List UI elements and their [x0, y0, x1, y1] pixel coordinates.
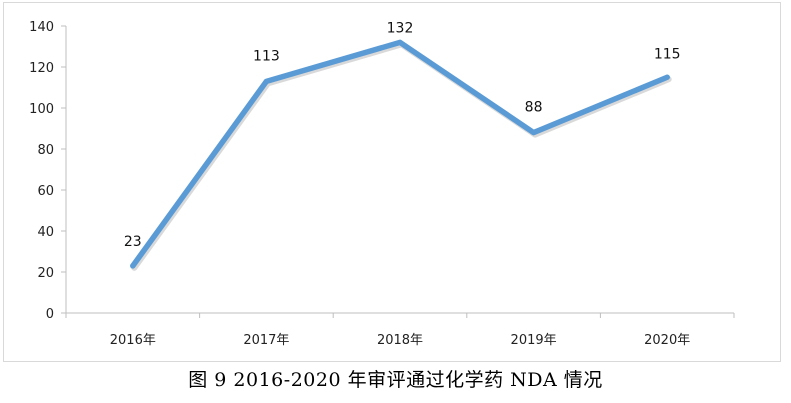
y-tick-label: 40	[37, 225, 54, 240]
y-tick-label: 0	[46, 307, 54, 322]
line-chart: 0 20 40 60 80 100 120 140 2016年 2017年 2018年 2019年 20…	[29, 20, 735, 348]
data-point	[531, 130, 537, 136]
data-label: 115	[654, 46, 681, 62]
data-point	[397, 39, 403, 45]
data-point	[664, 74, 670, 80]
y-tick-label: 100	[29, 102, 54, 117]
x-tick-label: 2019年	[511, 333, 557, 348]
chart-frame	[3, 2, 781, 362]
data-label: 88	[525, 100, 543, 116]
x-tick-label: 2020年	[644, 333, 690, 348]
data-label: 113	[253, 48, 280, 64]
y-tick-label: 20	[37, 266, 54, 281]
data-label: 132	[387, 20, 414, 36]
data-point	[130, 263, 136, 269]
y-tick-label: 80	[37, 143, 54, 158]
series-line	[130, 39, 670, 269]
data-label: 23	[124, 234, 142, 250]
y-tick-label: 60	[37, 184, 54, 199]
x-tick-label: 2016年	[110, 333, 156, 348]
figure-caption: 图 9 2016-2020 年审评通过化学药 NDA 情况	[188, 369, 603, 391]
y-tick-label: 120	[29, 61, 54, 76]
data-point	[263, 78, 269, 84]
x-tick-label: 2018年	[377, 333, 423, 348]
y-tick-label: 140	[29, 20, 54, 35]
x-tick-label: 2017年	[243, 333, 289, 348]
